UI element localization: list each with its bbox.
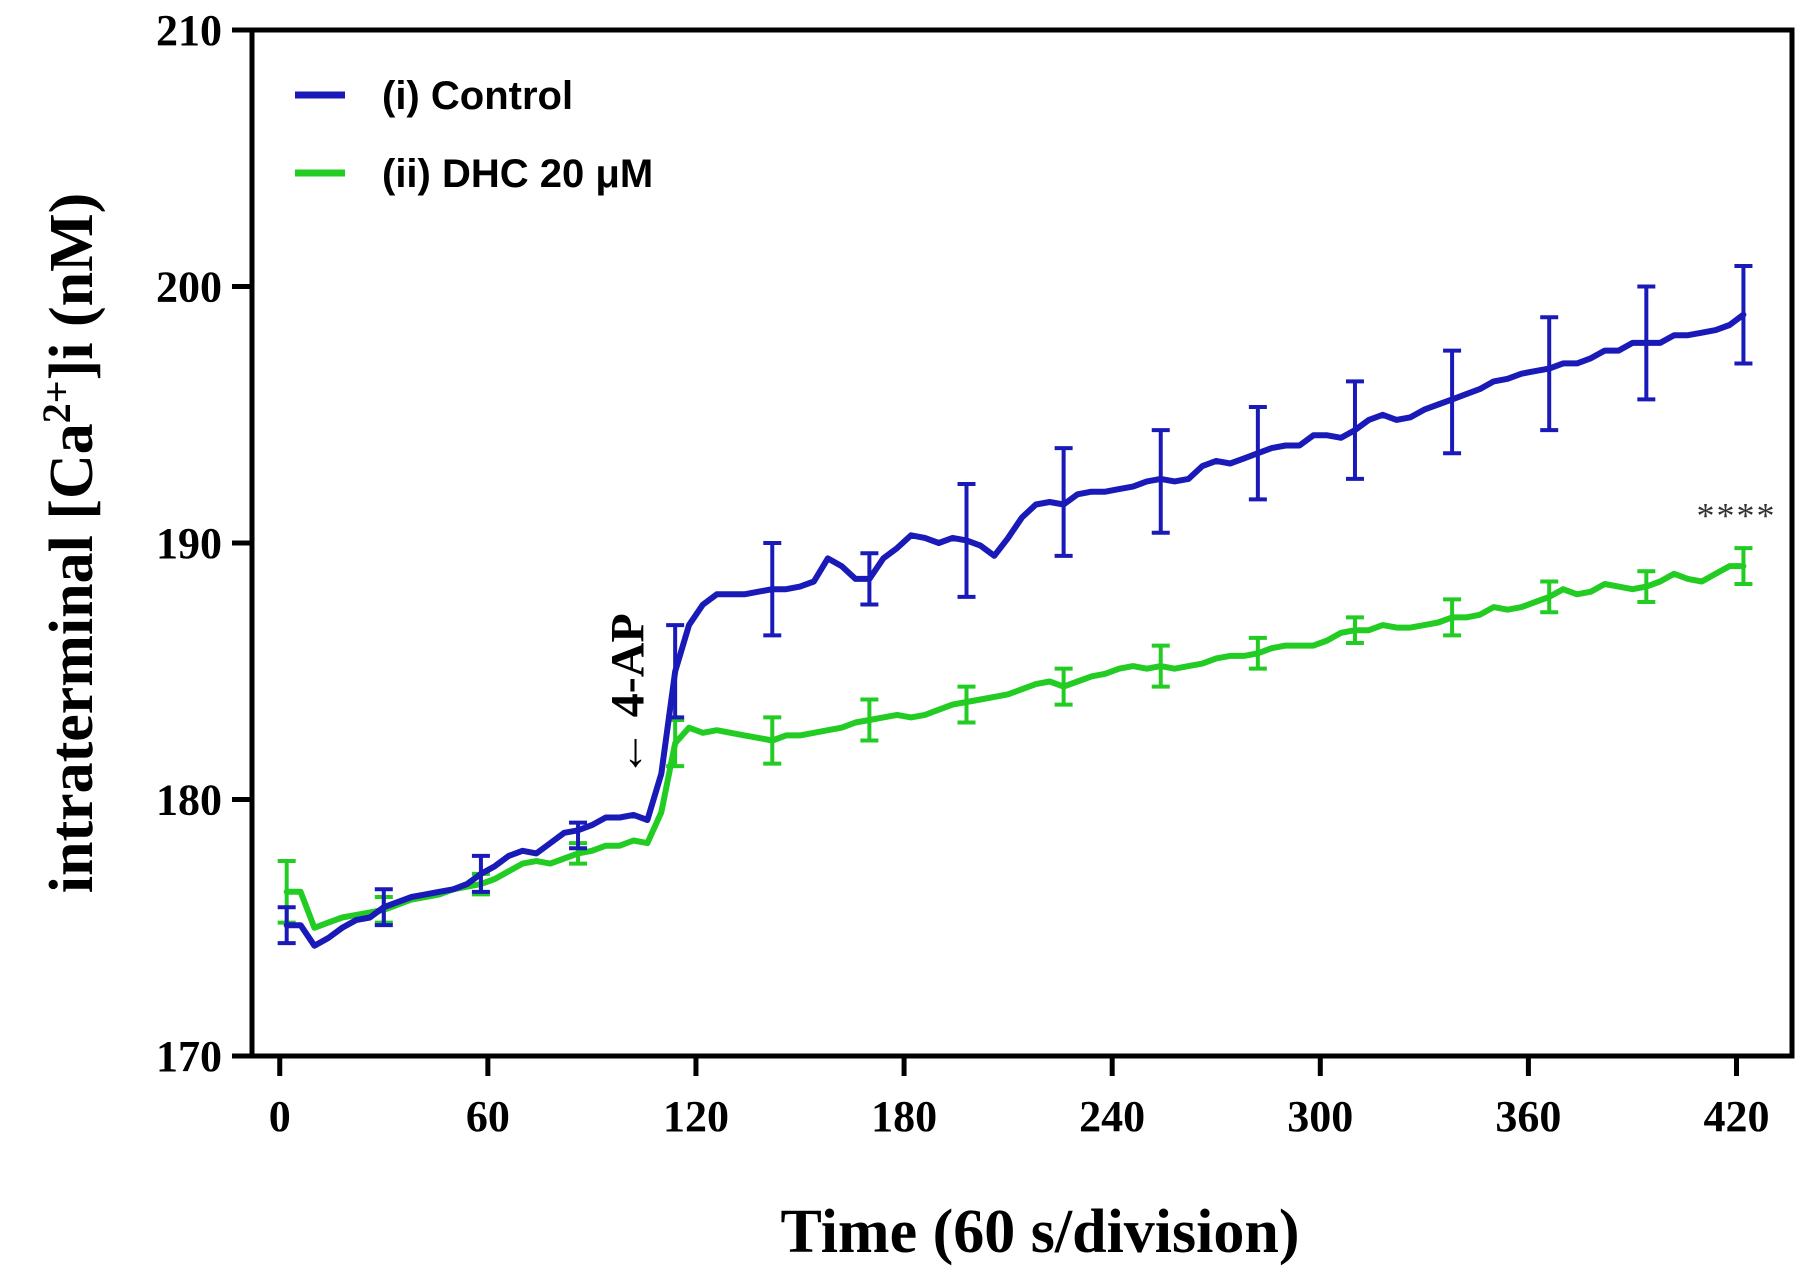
x-tick-label: 180 bbox=[871, 1092, 937, 1141]
x-tick-label: 240 bbox=[1079, 1092, 1145, 1141]
legend-label: (ii) DHC 20 μM bbox=[382, 152, 653, 196]
x-tick-label: 60 bbox=[466, 1092, 510, 1141]
legend-entry: (ii) DHC 20 μM bbox=[295, 152, 653, 196]
y-tick-label: 170 bbox=[156, 1032, 222, 1081]
x-tick-label: 0 bbox=[269, 1092, 291, 1141]
y-tick-label: 210 bbox=[156, 6, 222, 55]
y-axis-title-pre: intraterminal [Ca bbox=[38, 423, 106, 893]
error-bar bbox=[860, 551, 879, 607]
series-layer bbox=[277, 263, 1753, 949]
error-bar bbox=[1248, 405, 1267, 502]
error-bar bbox=[471, 853, 490, 894]
x-axis-title: Time (60 s/division) bbox=[780, 1198, 1299, 1266]
error-bar bbox=[1443, 597, 1462, 638]
x-tick-label: 360 bbox=[1495, 1092, 1561, 1141]
error-bar bbox=[1443, 348, 1462, 456]
annotation-layer: ← 4-AP **** bbox=[602, 496, 1777, 778]
error-bar bbox=[1054, 446, 1073, 558]
error-bar bbox=[957, 482, 976, 599]
error-bar bbox=[1345, 379, 1364, 481]
error-bar bbox=[763, 541, 782, 638]
series-2 bbox=[277, 546, 1753, 931]
error-bar bbox=[1734, 263, 1753, 366]
x-tick-label: 420 bbox=[1704, 1092, 1770, 1141]
error-bar bbox=[374, 887, 393, 928]
error-bar bbox=[1734, 546, 1753, 587]
significance-stars: **** bbox=[1697, 496, 1777, 536]
axes-layer: 170 180 190 200 210 0 60 120 180 240 300 360 420 bbox=[156, 6, 1770, 1141]
error-bar bbox=[277, 905, 296, 946]
error-bar bbox=[1151, 643, 1170, 689]
error-bar bbox=[1054, 666, 1073, 707]
legend-label: (i) Control bbox=[382, 74, 573, 118]
y-axis-title-sup: 2+ bbox=[34, 380, 79, 423]
y-tick-label: 190 bbox=[156, 519, 222, 568]
series-line bbox=[283, 563, 1747, 931]
error-bar bbox=[1248, 635, 1267, 671]
error-bar bbox=[957, 684, 976, 725]
error-bar bbox=[1637, 284, 1656, 402]
x-tick-label: 300 bbox=[1287, 1092, 1353, 1141]
y-tick-label: 200 bbox=[156, 263, 222, 312]
legend: (i) Control (ii) DHC 20 μM bbox=[295, 74, 653, 196]
error-bar bbox=[1151, 428, 1170, 535]
error-bar bbox=[1540, 315, 1559, 433]
series-1 bbox=[277, 263, 1753, 949]
legend-entry: (i) Control bbox=[295, 74, 573, 118]
y-axis-title-post: ]i (nM) bbox=[38, 193, 106, 381]
annotation-4ap: ← 4-AP bbox=[602, 613, 655, 777]
error-bar bbox=[666, 623, 685, 720]
y-tick-label: 180 bbox=[156, 776, 222, 825]
error-bar bbox=[1637, 569, 1656, 604]
error-bar bbox=[569, 820, 588, 851]
y-axis-title: intraterminal [Ca2+]i (nM) bbox=[34, 193, 107, 894]
error-bar bbox=[1540, 579, 1559, 615]
error-bar bbox=[763, 715, 782, 766]
x-tick-label: 120 bbox=[663, 1092, 729, 1141]
error-bar bbox=[860, 697, 879, 743]
series-line bbox=[283, 311, 1747, 949]
error-bar bbox=[1345, 615, 1364, 646]
